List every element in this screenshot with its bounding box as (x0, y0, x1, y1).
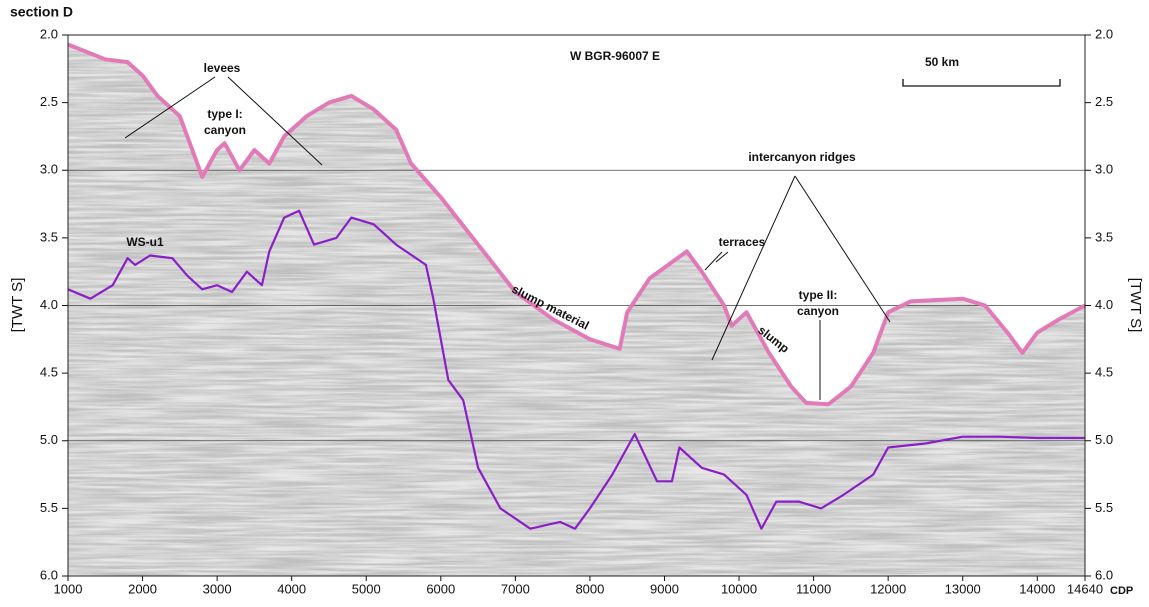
x-tick-label: 5000 (352, 581, 381, 596)
y2-tick-label: 3.0 (1095, 162, 1113, 177)
y-tick-label: 6.0 (40, 567, 58, 582)
y-tick-label: 2.5 (40, 94, 58, 109)
series-line (67, 209, 1085, 530)
x-tick-label: 3000 (203, 581, 232, 596)
y-tick-label: 4.0 (40, 297, 58, 312)
y-tick-label: 3.0 (40, 162, 58, 177)
x-tick-label: 14640 (1067, 581, 1103, 596)
scale-label: 50 km (925, 55, 959, 69)
scale-bar (902, 79, 1061, 87)
y2-tick-label: 6.0 (1095, 567, 1113, 582)
x-tick-label: 8000 (575, 581, 604, 596)
x-tick-label: 14000 (1019, 581, 1055, 596)
x-tick-label: 12000 (870, 581, 906, 596)
y2-tick-label: 3.5 (1095, 229, 1113, 244)
annotation: type II: (799, 288, 838, 302)
x-tick-label: 7000 (501, 581, 530, 596)
x-axis-label: CDP (1110, 585, 1133, 597)
x-tick-label: 6000 (426, 581, 455, 596)
annotation: intercanyon ridges (748, 150, 856, 164)
x-tick-label: 9000 (650, 581, 679, 596)
leader-lines (124, 76, 891, 400)
y2-tick-label: 4.5 (1095, 365, 1113, 380)
annotation: terraces (719, 235, 766, 249)
x-tick-label: 11000 (796, 581, 831, 596)
series-line (67, 42, 1086, 407)
x-tick-label: 4000 (277, 581, 306, 596)
y-axis-label: [TWT S] (9, 278, 26, 333)
x-tick-label: 2000 (128, 581, 157, 596)
x-tick-label: 13000 (945, 581, 981, 596)
y-tick-label: 5.0 (40, 432, 58, 447)
y2-tick-label: 5.5 (1095, 500, 1113, 515)
annotation: WS-u1 (126, 235, 164, 249)
annotation: canyon (204, 123, 246, 137)
y2-axis-label: [TWT S] (1127, 278, 1144, 333)
annotation: canyon (797, 304, 839, 318)
annotation: levees (204, 61, 241, 75)
y-tick-label: 4.5 (40, 365, 58, 380)
y2-tick-label: 2.5 (1095, 94, 1113, 109)
y-tick-label: 5.5 (40, 500, 58, 515)
annotation: type I: (207, 107, 242, 121)
y2-tick-label: 4.0 (1095, 297, 1113, 312)
chart-title: section D (10, 4, 73, 20)
y-tick-label: 3.5 (40, 229, 58, 244)
y2-tick-label: 2.0 (1095, 26, 1113, 41)
section-label: W BGR-96007 E (570, 49, 660, 63)
y2-tick-label: 5.0 (1095, 432, 1113, 447)
x-tick-label: 10000 (721, 581, 757, 596)
x-tick-label: 1000 (54, 581, 83, 596)
y-tick-label: 2.0 (40, 26, 58, 41)
